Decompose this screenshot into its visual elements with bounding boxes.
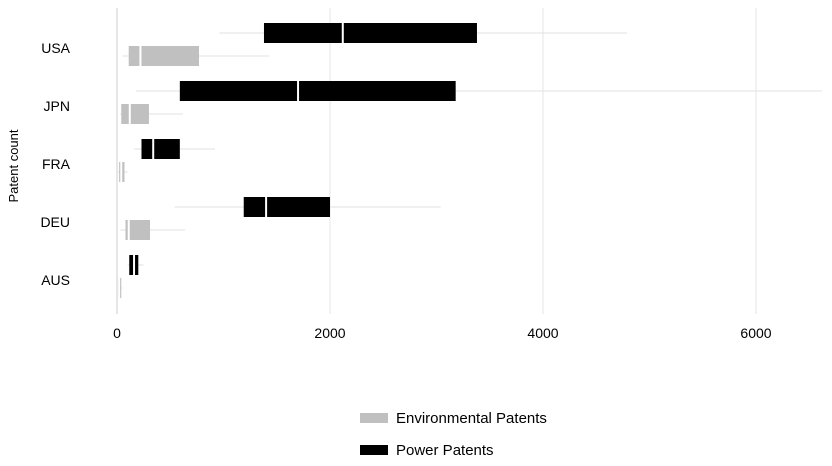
box-environmental-aus[interactable] [117, 278, 123, 298]
iqr-box [243, 197, 330, 217]
y-axis-title: Patent count [6, 129, 21, 202]
iqr-box [141, 139, 180, 159]
box-power-jpn[interactable] [136, 81, 823, 101]
y-category-label-usa: USA [41, 40, 70, 56]
x-tick-label-1: 2000 [314, 325, 345, 341]
legend-swatch-power [360, 445, 388, 455]
x-tick-label-0: 0 [113, 325, 121, 341]
iqr-box [128, 46, 200, 66]
box-environmental-deu[interactable] [120, 220, 186, 240]
iqr-box [121, 104, 149, 124]
box-series [117, 23, 823, 298]
x-tick-label-2: 4000 [527, 325, 558, 341]
box-power-usa[interactable] [219, 23, 628, 43]
x-tick-labels: 0 2000 4000 6000 [113, 325, 772, 341]
box-environmental-jpn[interactable] [120, 104, 184, 124]
y-category-labels: USA JPN FRA DEU AUS [40, 40, 70, 288]
legend-swatch-environmental [360, 413, 388, 423]
legend-item-power[interactable]: Power Patents [360, 434, 547, 466]
legend-label-environmental: Environmental Patents [396, 409, 547, 427]
y-category-label-fra: FRA [42, 156, 71, 172]
gridlines [329, 8, 757, 314]
box-power-aus[interactable] [127, 255, 144, 275]
y-category-label-jpn: JPN [44, 98, 70, 114]
box-environmental-fra[interactable] [118, 162, 128, 182]
iqr-box [125, 220, 151, 240]
y-category-label-deu: DEU [40, 214, 70, 230]
iqr-box [179, 81, 456, 101]
legend-item-environmental[interactable]: Environmental Patents [360, 402, 547, 434]
iqr-box [263, 23, 477, 43]
box-environmental-usa[interactable] [122, 46, 270, 66]
box-power-fra[interactable] [134, 139, 215, 159]
box-power-deu[interactable] [174, 197, 441, 217]
legend-label-power: Power Patents [396, 441, 494, 459]
legend: Environmental Patents Power Patents [360, 402, 547, 466]
x-tick-label-3: 6000 [740, 325, 771, 341]
y-category-label-aus: AUS [41, 272, 70, 288]
